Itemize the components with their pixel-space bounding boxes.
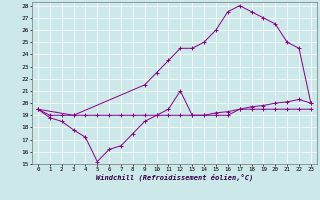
X-axis label: Windchill (Refroidissement éolien,°C): Windchill (Refroidissement éolien,°C) <box>96 173 253 181</box>
